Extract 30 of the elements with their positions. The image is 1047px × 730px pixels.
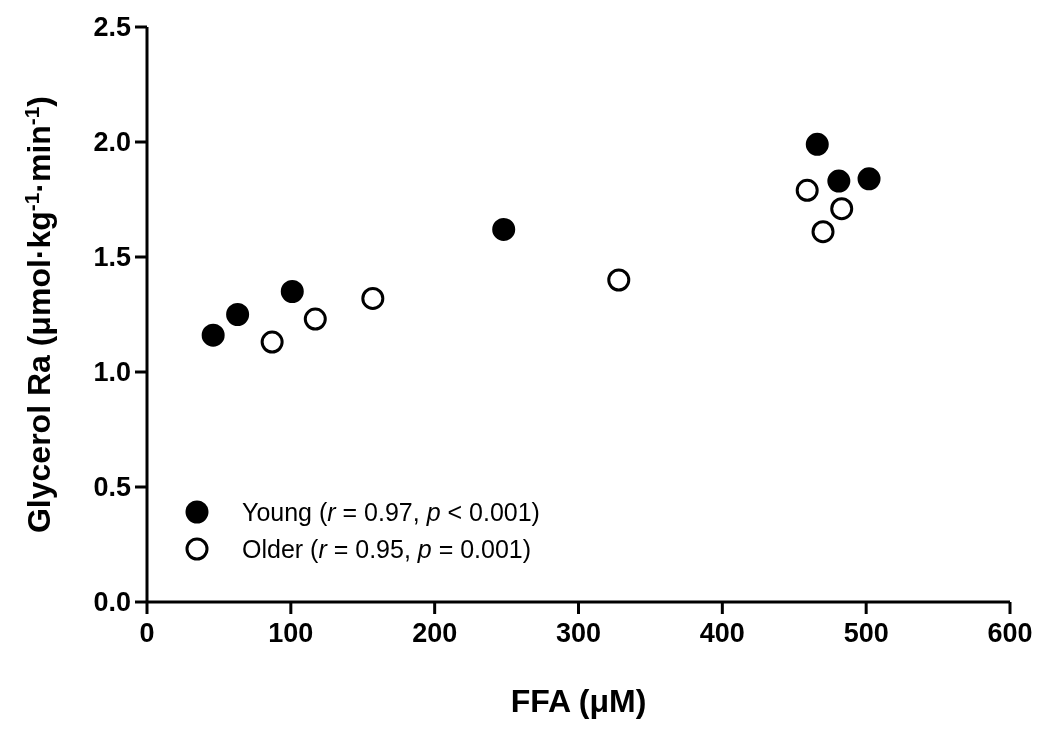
- x-tick-label: 300: [555, 618, 602, 648]
- point: [827, 169, 851, 193]
- x-tick-label: 100: [268, 618, 314, 648]
- point: [226, 303, 250, 326]
- x-tick-label: 500: [843, 618, 889, 648]
- x-tick-label: 400: [699, 618, 745, 648]
- legend-label: Older (r = 0.95, p = 0.001): [242, 534, 532, 563]
- y-tick-label: 1.5: [93, 242, 131, 273]
- legend-label: Young (r = 0.97, p < 0.001): [242, 497, 540, 526]
- point: [811, 220, 835, 244]
- y-tick-label: 2.0: [93, 127, 131, 158]
- point: [201, 323, 225, 347]
- x-tick-label: 600: [987, 618, 1033, 648]
- point: [607, 268, 631, 292]
- y-tick-label: 0.0: [93, 587, 131, 618]
- x-tick-label: 200: [412, 618, 458, 648]
- point: [260, 330, 284, 354]
- point: [795, 178, 819, 202]
- point: [857, 167, 881, 191]
- x-tick-label: 0: [139, 618, 155, 648]
- point: [361, 286, 385, 310]
- point: [830, 197, 854, 221]
- point: [492, 217, 516, 241]
- y-tick-label: 1.0: [93, 357, 131, 388]
- point: [303, 307, 327, 331]
- point: [805, 132, 829, 156]
- y-tick-label: 2.5: [93, 12, 131, 43]
- x-axis-title: FFA (μM): [510, 683, 647, 719]
- point: [280, 280, 304, 303]
- y-tick-label: 0.5: [93, 472, 131, 503]
